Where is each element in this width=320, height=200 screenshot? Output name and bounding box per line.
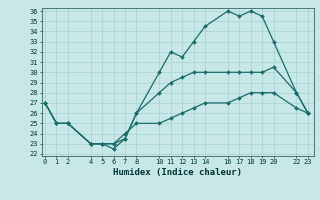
X-axis label: Humidex (Indice chaleur): Humidex (Indice chaleur)	[113, 168, 242, 177]
